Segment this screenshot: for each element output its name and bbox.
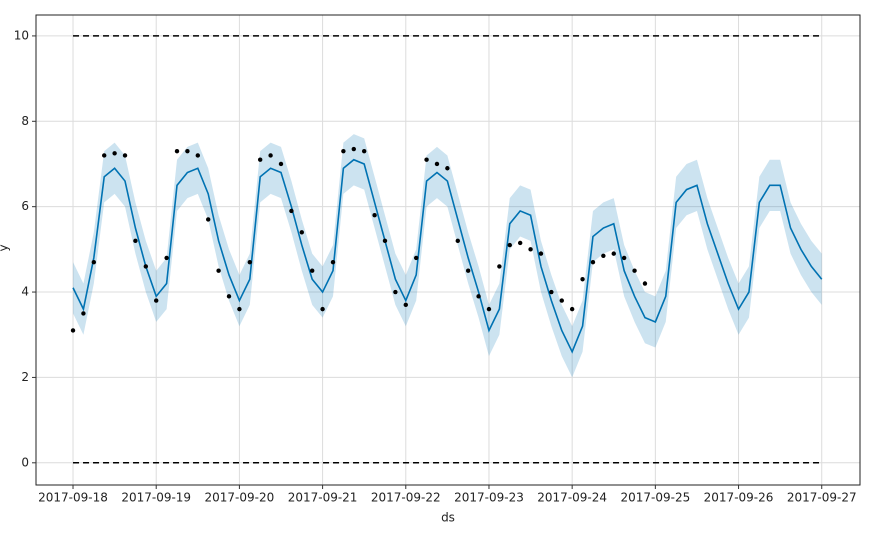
x-tick-label: 2017-09-25 bbox=[620, 491, 690, 505]
observed-point bbox=[361, 148, 367, 154]
observed-point bbox=[393, 289, 398, 295]
observed-point bbox=[403, 302, 408, 308]
observed-point bbox=[372, 213, 377, 218]
observed-point bbox=[465, 268, 471, 273]
observed-point bbox=[621, 255, 627, 261]
observed-point bbox=[91, 259, 97, 265]
observed-point bbox=[278, 161, 284, 167]
observed-point bbox=[580, 277, 585, 282]
observed-point bbox=[455, 238, 460, 244]
x-tick-label: 2017-09-24 bbox=[537, 491, 607, 505]
observed-point bbox=[164, 255, 169, 261]
observed-point bbox=[206, 217, 211, 222]
x-tick-label: 2017-09-27 bbox=[787, 491, 857, 505]
observed-point bbox=[497, 264, 502, 269]
observed-point bbox=[237, 306, 242, 312]
observed-point bbox=[382, 238, 388, 244]
observed-point bbox=[538, 251, 544, 256]
observed-point bbox=[133, 238, 138, 244]
observed-point bbox=[517, 240, 523, 246]
plot bbox=[70, 35, 823, 464]
observed-point bbox=[632, 268, 637, 273]
observed-point bbox=[341, 148, 346, 154]
observed-point bbox=[590, 259, 596, 265]
observed-point bbox=[154, 298, 159, 303]
observed-point bbox=[112, 151, 117, 156]
observed-point bbox=[528, 247, 533, 252]
observed-point bbox=[601, 253, 606, 258]
observed-point bbox=[434, 161, 440, 167]
observed-point bbox=[289, 208, 294, 214]
observed-point bbox=[445, 166, 450, 171]
x-tick-label: 2017-09-18 bbox=[38, 491, 108, 505]
x-tick-label: 2017-09-20 bbox=[205, 491, 275, 505]
observed-point bbox=[102, 153, 107, 158]
observed-point bbox=[195, 153, 201, 158]
observed-point bbox=[611, 251, 616, 256]
observed-point bbox=[642, 281, 648, 286]
plot-frame bbox=[35, 14, 861, 486]
x-tick-label: 2017-09-22 bbox=[371, 491, 441, 505]
observed-point bbox=[143, 264, 149, 269]
observed-point bbox=[81, 311, 86, 316]
x-tick-label: 2017-09-21 bbox=[288, 491, 358, 505]
observed-point bbox=[122, 153, 128, 158]
observed-point bbox=[299, 230, 304, 235]
observed-point bbox=[549, 289, 554, 295]
x-tick-label: 2017-09-19 bbox=[121, 491, 191, 505]
observed-point bbox=[257, 157, 263, 162]
x-tick-label: 2017-09-26 bbox=[704, 491, 774, 505]
observed-point bbox=[226, 294, 232, 299]
observed-point bbox=[185, 148, 190, 154]
observed-point bbox=[174, 148, 180, 154]
forecast-line bbox=[72, 158, 823, 354]
axes: 0 2 4 6 8 10 2017-09-18 2017-09-19 2017-09-20 201… bbox=[14, 28, 857, 504]
observed-point bbox=[424, 157, 429, 162]
y-tick-label: 4 bbox=[21, 285, 29, 299]
observed-point bbox=[309, 268, 315, 273]
observed-point bbox=[559, 298, 564, 303]
observed-point bbox=[330, 259, 336, 265]
x-axis-label: ds bbox=[441, 511, 455, 525]
y-tick-label: 0 bbox=[21, 455, 29, 469]
observed-point bbox=[569, 306, 575, 312]
observed-point bbox=[413, 255, 419, 261]
observed-point bbox=[351, 146, 356, 152]
y-tick-label: 8 bbox=[21, 114, 29, 128]
y-tick-label: 6 bbox=[21, 199, 29, 213]
observed-point bbox=[216, 268, 221, 273]
y-axis-label: y bbox=[0, 244, 11, 251]
observed-point bbox=[476, 294, 481, 299]
y-tick-label: 10 bbox=[14, 28, 29, 42]
plot-area bbox=[36, 15, 860, 485]
observed-point bbox=[268, 153, 273, 158]
x-tick-label: 2017-09-23 bbox=[454, 491, 524, 505]
observed-point bbox=[247, 259, 252, 265]
observed-point bbox=[320, 306, 325, 312]
observed-point bbox=[486, 306, 492, 312]
observed-point bbox=[507, 242, 512, 248]
uncertainty-band bbox=[73, 134, 822, 378]
y-tick-label: 2 bbox=[21, 370, 29, 384]
observed-point bbox=[70, 328, 76, 333]
